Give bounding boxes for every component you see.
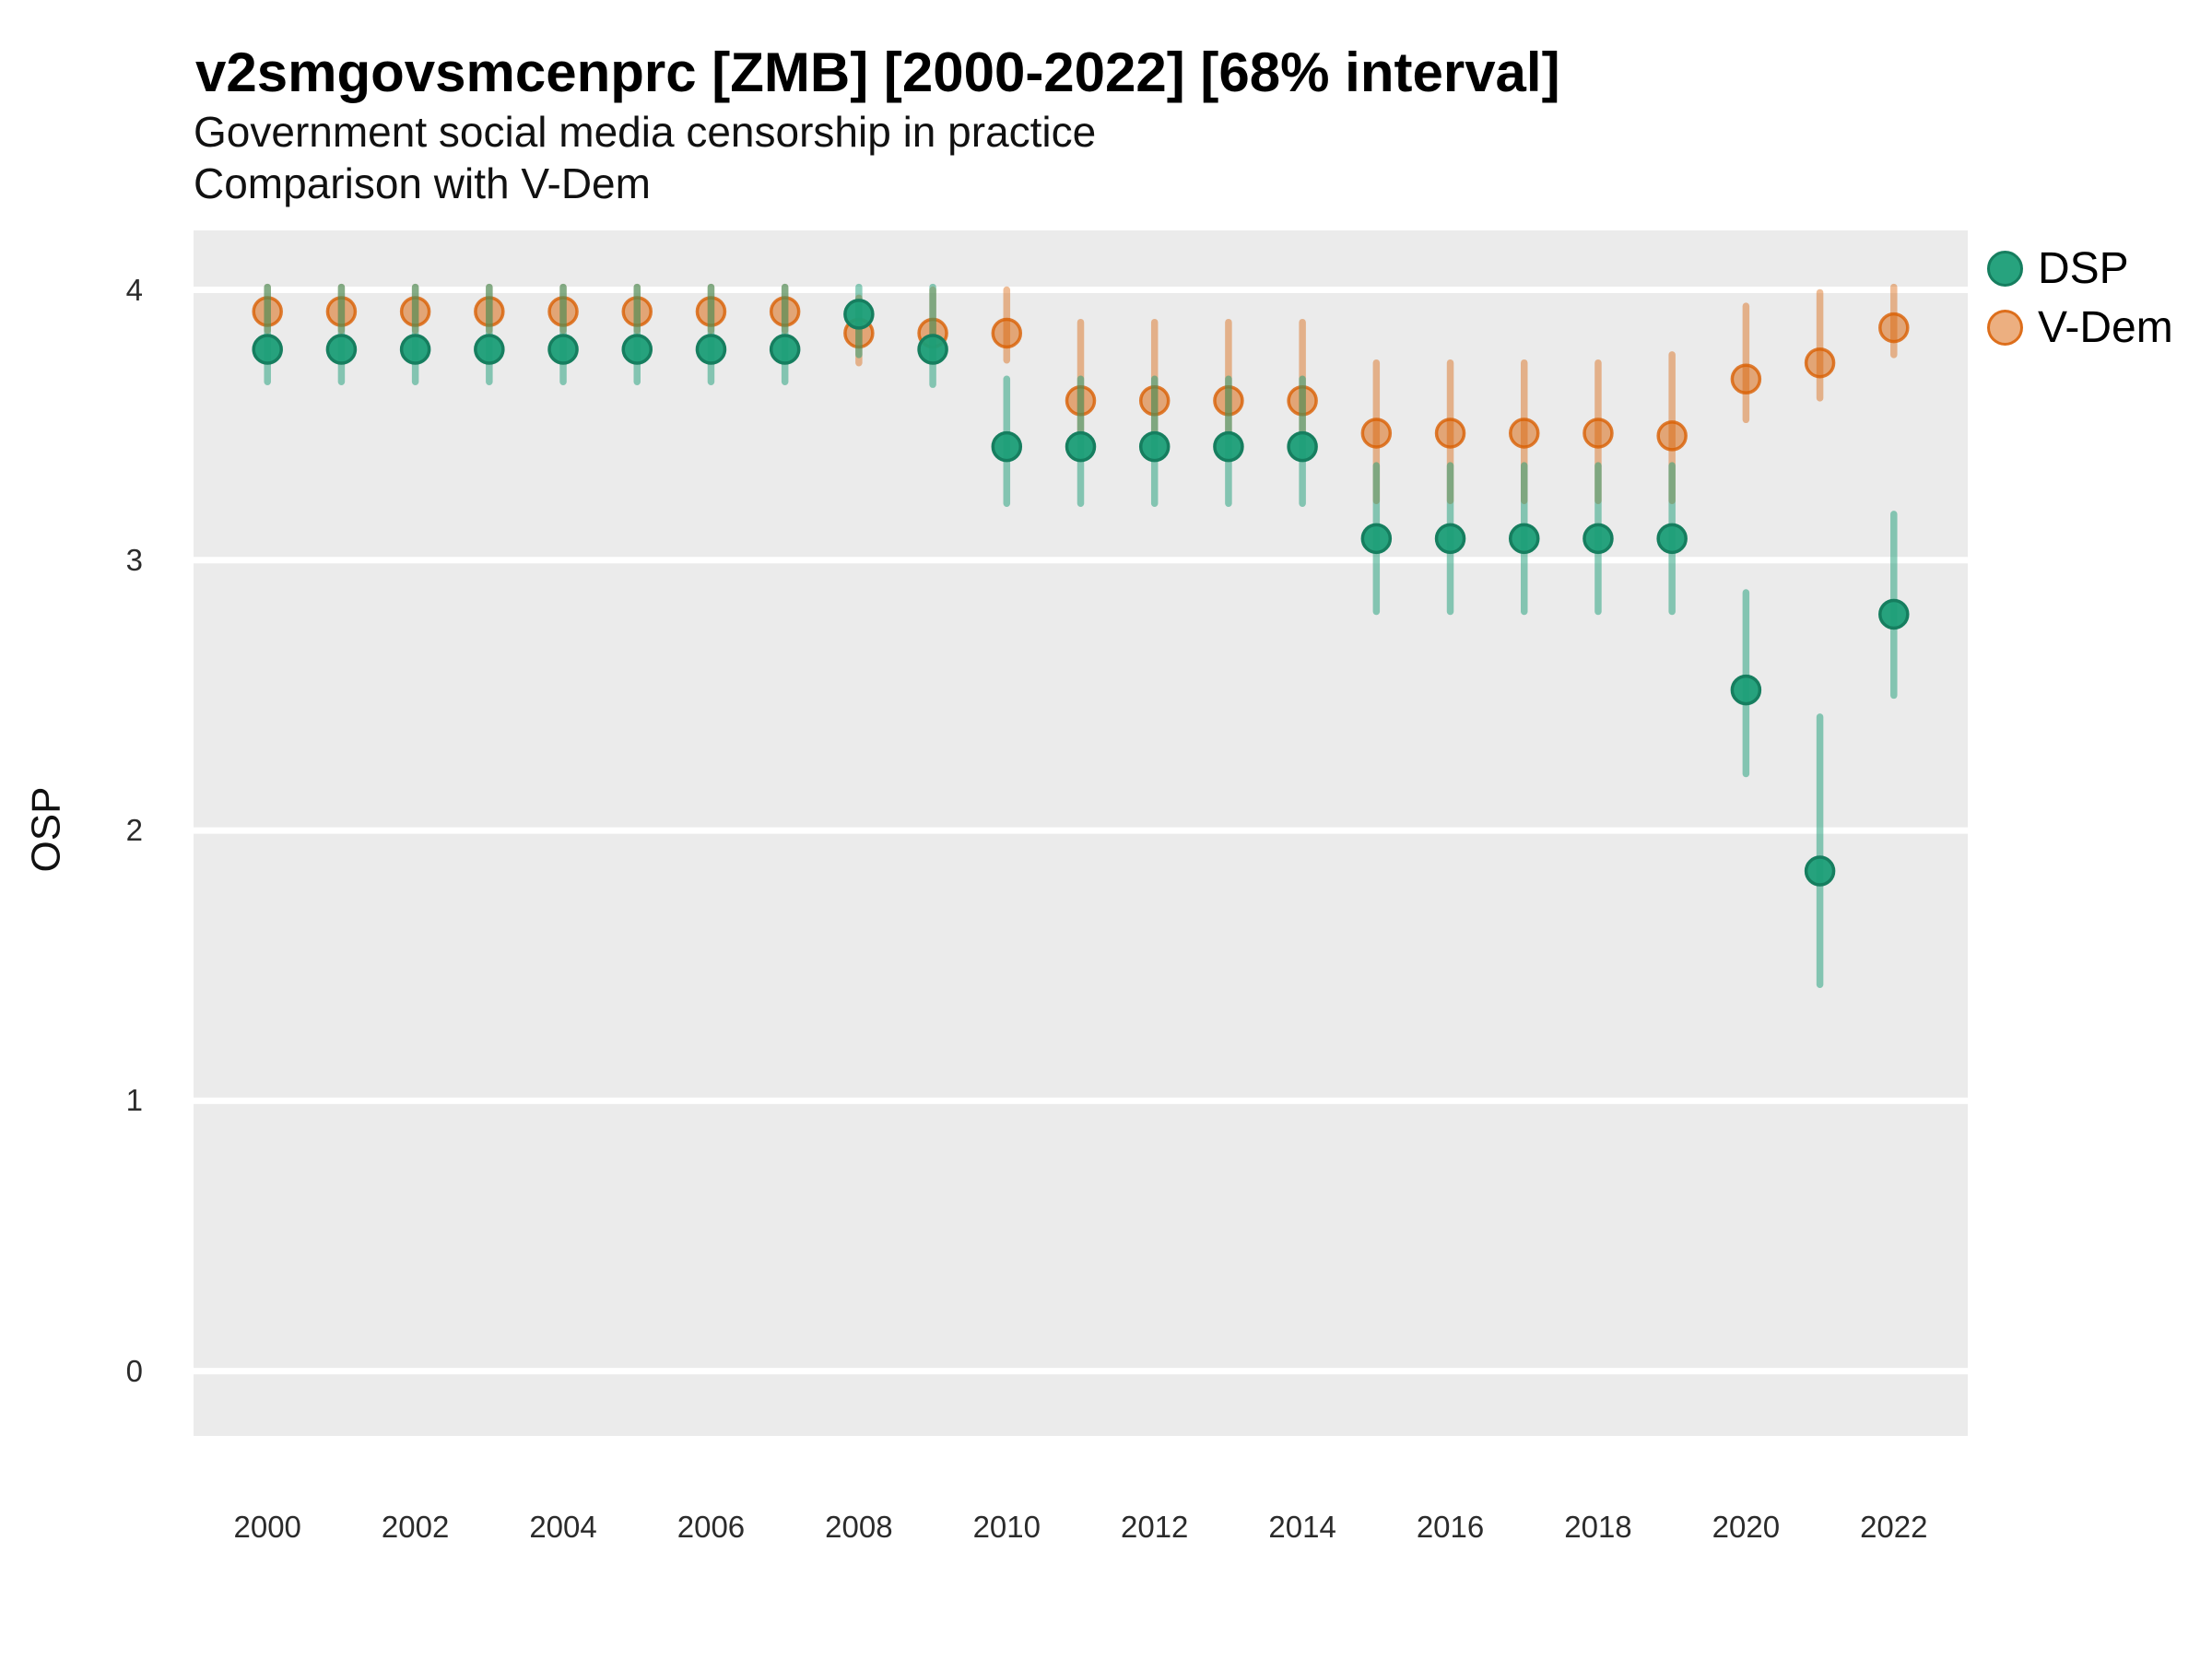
- x-tick-label-2000: 2000: [233, 1510, 301, 1544]
- dsp-point: [991, 430, 1023, 463]
- x-tick-label-2002: 2002: [381, 1510, 450, 1544]
- chart-subtitle-comparison: Comparison with V-Dem: [194, 159, 651, 207]
- vdem-point: [1730, 363, 1762, 395]
- legend-label-vdem: V-Dem: [2038, 302, 2173, 352]
- dsp-point: [1065, 430, 1097, 463]
- legend-item-dsp: DSP: [1987, 243, 2173, 293]
- dsp-legend-dot-icon: [1987, 250, 2023, 287]
- vdem-point: [1804, 347, 1836, 379]
- vdem-point: [1360, 418, 1393, 449]
- x-tick-label-2014: 2014: [1268, 1510, 1336, 1544]
- dsp-point: [1878, 598, 1910, 630]
- chart-title: v2smgovsmcenprc [ZMB] [2000-2022] [68% i…: [195, 41, 1560, 103]
- vdem-legend-dot-icon: [1987, 309, 2023, 346]
- dsp-point: [399, 334, 431, 365]
- x-tick-label-2008: 2008: [825, 1510, 893, 1544]
- dsp-point: [1509, 523, 1540, 555]
- x-tick-label-2010: 2010: [972, 1510, 1041, 1544]
- vdem-point: [1434, 418, 1466, 449]
- dsp-point: [1583, 523, 1614, 555]
- dsp-point: [917, 334, 948, 365]
- dsp-point: [1138, 430, 1171, 463]
- x-tick-label-2012: 2012: [1120, 1510, 1189, 1544]
- x-tick-label-2018: 2018: [1564, 1510, 1632, 1544]
- y-tick-label-3: 3: [125, 542, 143, 577]
- dsp-point: [1434, 523, 1466, 555]
- vdem-point: [1509, 418, 1540, 449]
- dsp-point: [325, 334, 358, 365]
- dsp-point: [769, 334, 801, 365]
- x-tick-label-2006: 2006: [677, 1510, 746, 1544]
- dsp-point: [1730, 674, 1762, 706]
- x-tick-label-2016: 2016: [1416, 1510, 1485, 1544]
- x-tick-label-2004: 2004: [529, 1510, 597, 1544]
- chart-subtitle: Government social media censorship in pr…: [194, 108, 1097, 156]
- dsp-point: [1804, 855, 1836, 887]
- dsp-point: [1213, 430, 1244, 463]
- vdem-point: [991, 317, 1023, 349]
- vdem-point: [1656, 420, 1688, 452]
- legend-label-dsp: DSP: [2038, 243, 2129, 293]
- dsp-point: [1287, 430, 1318, 463]
- y-tick-label-4: 4: [125, 272, 143, 307]
- dsp-point: [547, 334, 579, 365]
- vdem-point: [1583, 418, 1614, 449]
- dsp-point: [1360, 523, 1393, 555]
- vdem-point: [1878, 312, 1910, 344]
- dsp-point: [621, 334, 653, 365]
- dsp-point: [252, 334, 283, 365]
- x-tick-label-2020: 2020: [1712, 1510, 1781, 1544]
- y-tick-label-1: 1: [125, 1083, 143, 1118]
- legend: DSP V-Dem: [1987, 243, 2173, 352]
- legend-item-vdem: V-Dem: [1987, 302, 2173, 352]
- x-tick-label-2022: 2022: [1860, 1510, 1928, 1544]
- dsp-point: [695, 334, 727, 365]
- dsp-point: [474, 334, 505, 365]
- y-tick-label-2: 2: [125, 813, 143, 848]
- y-tick-label-0: 0: [125, 1353, 143, 1388]
- dsp-point: [1656, 523, 1688, 555]
- dsp-point: [843, 299, 875, 330]
